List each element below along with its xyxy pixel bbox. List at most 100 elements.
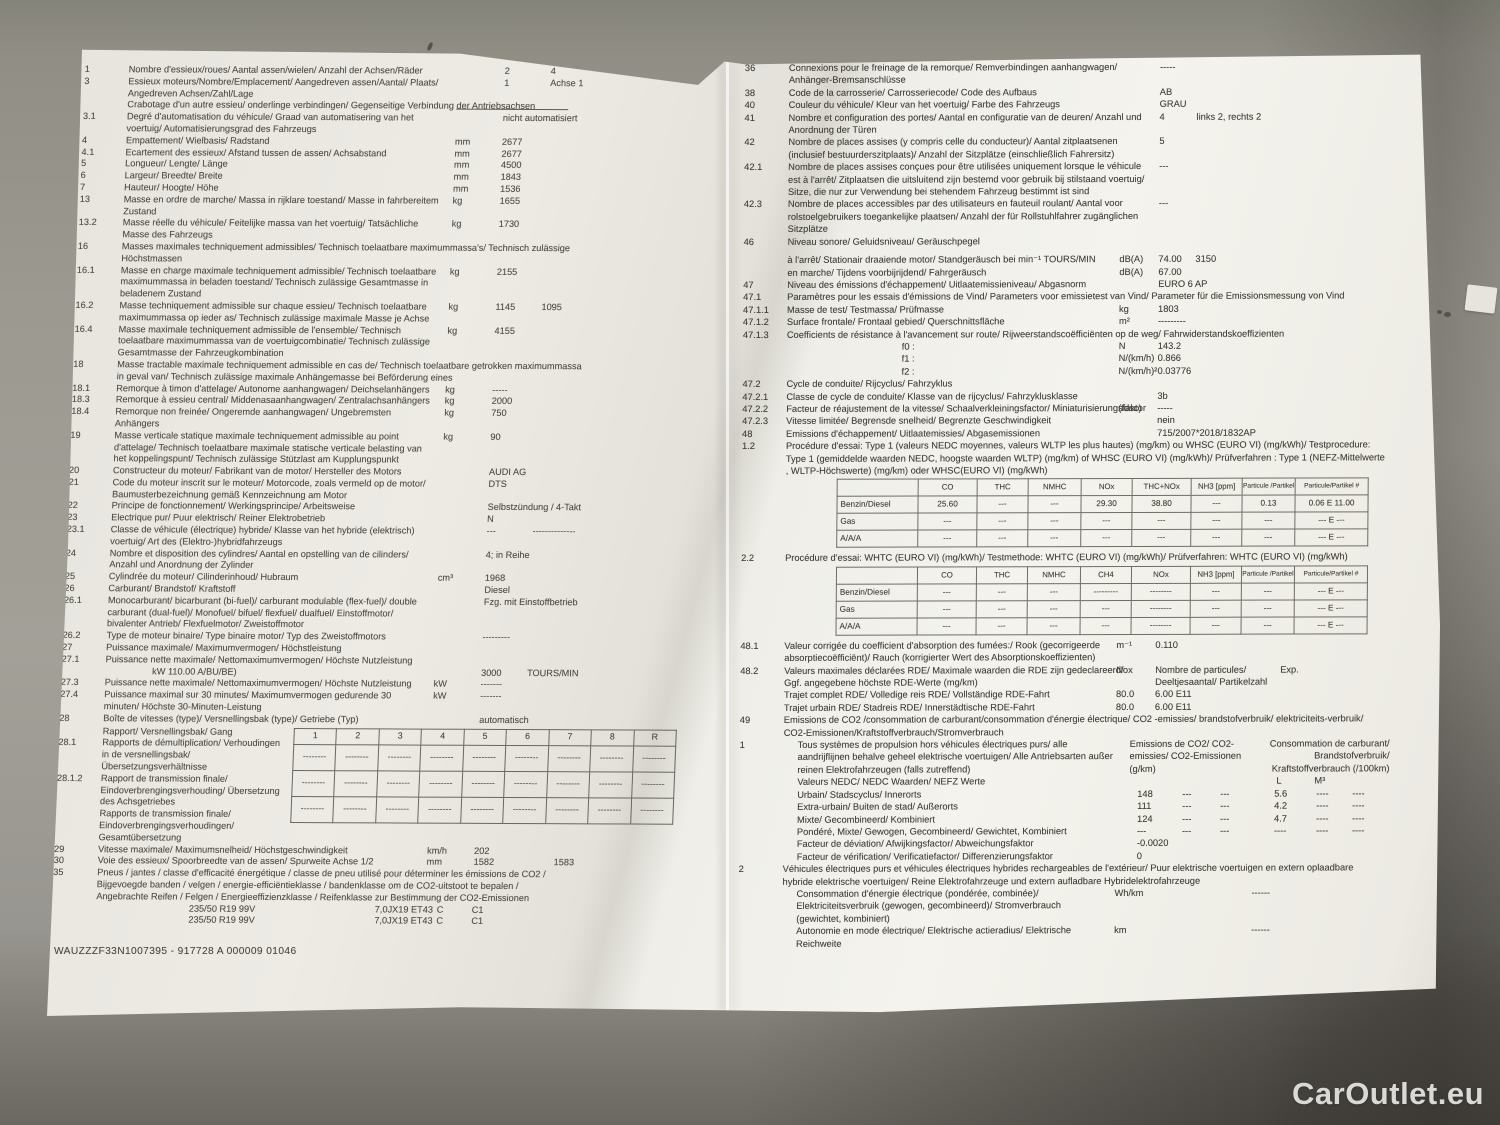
item-value: 0.03776 bbox=[1157, 365, 1192, 376]
item-label: Classe de cycle de conduite/ Klasse van … bbox=[786, 390, 1078, 402]
item-unit: Nox bbox=[1116, 664, 1133, 675]
item-label: Rapport de transmission finale/ Eindover… bbox=[99, 772, 280, 807]
item-label: Surface frontale/ Frontaal gebied/ Quers… bbox=[786, 316, 1005, 328]
emission-cell: --- E --- bbox=[1294, 582, 1368, 600]
item-row: 2.2 Procédure d'essai: WHTC (EURO VI) (mg… bbox=[741, 551, 1391, 565]
emission-cell: --- bbox=[1027, 530, 1081, 548]
emission-col-header: THC bbox=[976, 566, 1028, 584]
item-row: 3.1 Degré d'automatisation du véhicule/ G… bbox=[82, 111, 708, 137]
item-value: Nombre de particules/ Deeltjesaantal/ Pa… bbox=[1155, 664, 1268, 687]
gear-ratio-cell: -------- bbox=[461, 770, 505, 798]
item-value: ----- bbox=[1157, 402, 1173, 413]
item-value: 67.00 bbox=[1158, 266, 1182, 277]
emission-cell: --- bbox=[1027, 513, 1081, 531]
emission-cell: --- bbox=[917, 583, 977, 601]
item-unit: kg bbox=[451, 218, 462, 230]
vin-line: WAUZZZF33N1007395 - 917728 A 000009 0104… bbox=[54, 946, 297, 957]
item-label: Emissions d'échappement/ Uitlaatemissies… bbox=[786, 427, 1041, 439]
item-number: 27.3 bbox=[60, 677, 79, 688]
co2-unit-l: L bbox=[1276, 775, 1282, 786]
emission-col-header: NOx bbox=[1131, 566, 1191, 584]
item-value: 4155 bbox=[494, 325, 516, 336]
co2-value: ---- bbox=[1352, 788, 1365, 799]
co2-value: 124 bbox=[1137, 813, 1153, 824]
item-value: Selbstzündung / 4-Takt bbox=[487, 502, 582, 513]
item-number: 7 bbox=[79, 181, 86, 192]
item-number: 26.2 bbox=[62, 630, 81, 641]
item-number: 2.2 bbox=[741, 553, 755, 564]
item-label: Facteur de réajustement de la vitesse/ S… bbox=[786, 402, 1146, 414]
co2-value: --- bbox=[1219, 825, 1230, 836]
gear-ratio-cell: -------- bbox=[460, 796, 504, 824]
emission-cell: --- bbox=[1027, 617, 1081, 635]
item-value: --------- bbox=[1157, 315, 1186, 327]
gear-ratio-cell: -------- bbox=[546, 771, 590, 798]
item-label: Couleur du véhicule/ Kleur van het voert… bbox=[788, 99, 1061, 111]
item-label: f0 : bbox=[901, 341, 915, 352]
emission-data-row: A/A/A --- --- --- --- --- --- --- --- E --- bbox=[836, 529, 1368, 548]
gear-ratio-block: Rapport/ Versnellingsbak/ Gang 28.1 Rappor… bbox=[54, 726, 684, 847]
emission-cell: Gas bbox=[836, 600, 918, 619]
item-number: 42.1 bbox=[744, 162, 763, 173]
item-value: EURO 6 AP bbox=[1158, 278, 1208, 289]
item-value: ------- bbox=[480, 679, 503, 690]
emission-test-table-t1: CO THC NMHC NOx THC+NOx NH3 [ppm] Particule /P… bbox=[836, 478, 1369, 548]
item-value-2: Achse 1 bbox=[550, 77, 584, 88]
gear-ratio-cell: -------- bbox=[377, 744, 422, 771]
item-unit: m⁻¹ bbox=[1116, 639, 1133, 650]
item-number: 29 bbox=[53, 843, 65, 854]
emission-cell: --- bbox=[1131, 529, 1191, 547]
emission-cell: --- bbox=[1190, 600, 1242, 618]
item-label: Classe de véhicule (électrique) hybride/… bbox=[110, 524, 415, 547]
item-unit: kW bbox=[433, 679, 448, 690]
emission-cell: --- bbox=[1190, 495, 1243, 513]
item-label: Essieux moteurs/Nombre/Emplacement/ Aang… bbox=[127, 75, 439, 99]
item-number: 18.4 bbox=[71, 406, 90, 417]
item-label: Masse en charge maximale techniquement a… bbox=[119, 264, 437, 299]
co2-fuel-header: Consommation de carburant/ Brandstofverb… bbox=[1269, 738, 1390, 774]
emission-cell: -------- bbox=[1131, 617, 1191, 635]
emission-col-header: NH3 [ppm] bbox=[1190, 566, 1242, 584]
gear-col-header: 1 bbox=[293, 728, 337, 745]
emission-col-header: Particule/Partikel # bbox=[1294, 565, 1368, 583]
item-label: Masses maximales techniquement admissibl… bbox=[121, 241, 571, 264]
co2-value: 148 bbox=[1137, 788, 1153, 799]
co2-value: -0.0020 bbox=[1136, 838, 1169, 849]
emission-data-row: A/A/A --- --- --- --- -------- --- --- --- E --- bbox=[835, 616, 1368, 636]
item-value: 1582 bbox=[473, 857, 495, 868]
emission-col-header: NOx bbox=[1081, 478, 1133, 497]
item-row: 16 Masses maximales techniquement admissi… bbox=[77, 241, 703, 267]
co2-unit-m3: M³ bbox=[1314, 775, 1326, 786]
gear-ratio-row: -------- -------- -------- -------- --------… bbox=[292, 744, 676, 772]
gear-ratio-cell: -------- bbox=[334, 770, 378, 797]
emission-cell: 29.30 bbox=[1080, 495, 1133, 514]
emission-header-row: CO THC NMHC NOx THC+NOx NH3 [ppm] Particule /P… bbox=[837, 478, 1369, 497]
item-row: Consommation d'énergie électrique (pondé… bbox=[738, 886, 1388, 925]
gear-ratio-cell: -------- bbox=[631, 771, 675, 798]
emission-cell: --- bbox=[1080, 529, 1132, 548]
co2-value: --- bbox=[1220, 813, 1230, 824]
item-row: 48.2 Valeurs maximales déclarées RDE/ Max… bbox=[740, 663, 1390, 690]
item-value: --------- bbox=[482, 632, 511, 643]
item-value: 1 bbox=[504, 77, 510, 88]
emission-cell: --- bbox=[976, 583, 1028, 601]
item-value: 1730 bbox=[498, 219, 520, 230]
item-value: 5 bbox=[1159, 136, 1165, 147]
item-value: AB bbox=[1159, 86, 1173, 97]
item-label: f2 : bbox=[901, 366, 915, 377]
item-number: 19 bbox=[70, 429, 81, 440]
tyre-row: 235/50 R19 99V 7,0JX19 ET43 C C1 bbox=[51, 914, 676, 929]
item-value: 1655 bbox=[499, 195, 521, 206]
emission-col-header: THC+NOx bbox=[1132, 478, 1192, 496]
item-label: Procédure d'essai: WHTC (EURO VI) (mg/kW… bbox=[785, 551, 1348, 564]
emission-cell: --- bbox=[976, 513, 1028, 531]
co2-header-row: 1 Tous systèmes de propulsion hors véhicu… bbox=[739, 737, 1390, 776]
item-number: 36 bbox=[744, 62, 756, 73]
item-unit: 80.0 bbox=[1115, 701, 1135, 712]
co2-value: ---- bbox=[1273, 825, 1287, 836]
item-number: 47.1.3 bbox=[742, 329, 769, 340]
item-number: 49 bbox=[739, 715, 751, 726]
item-value: ------ bbox=[1251, 924, 1270, 935]
item-number: 41 bbox=[744, 112, 755, 123]
item-unit: N bbox=[1118, 340, 1126, 351]
